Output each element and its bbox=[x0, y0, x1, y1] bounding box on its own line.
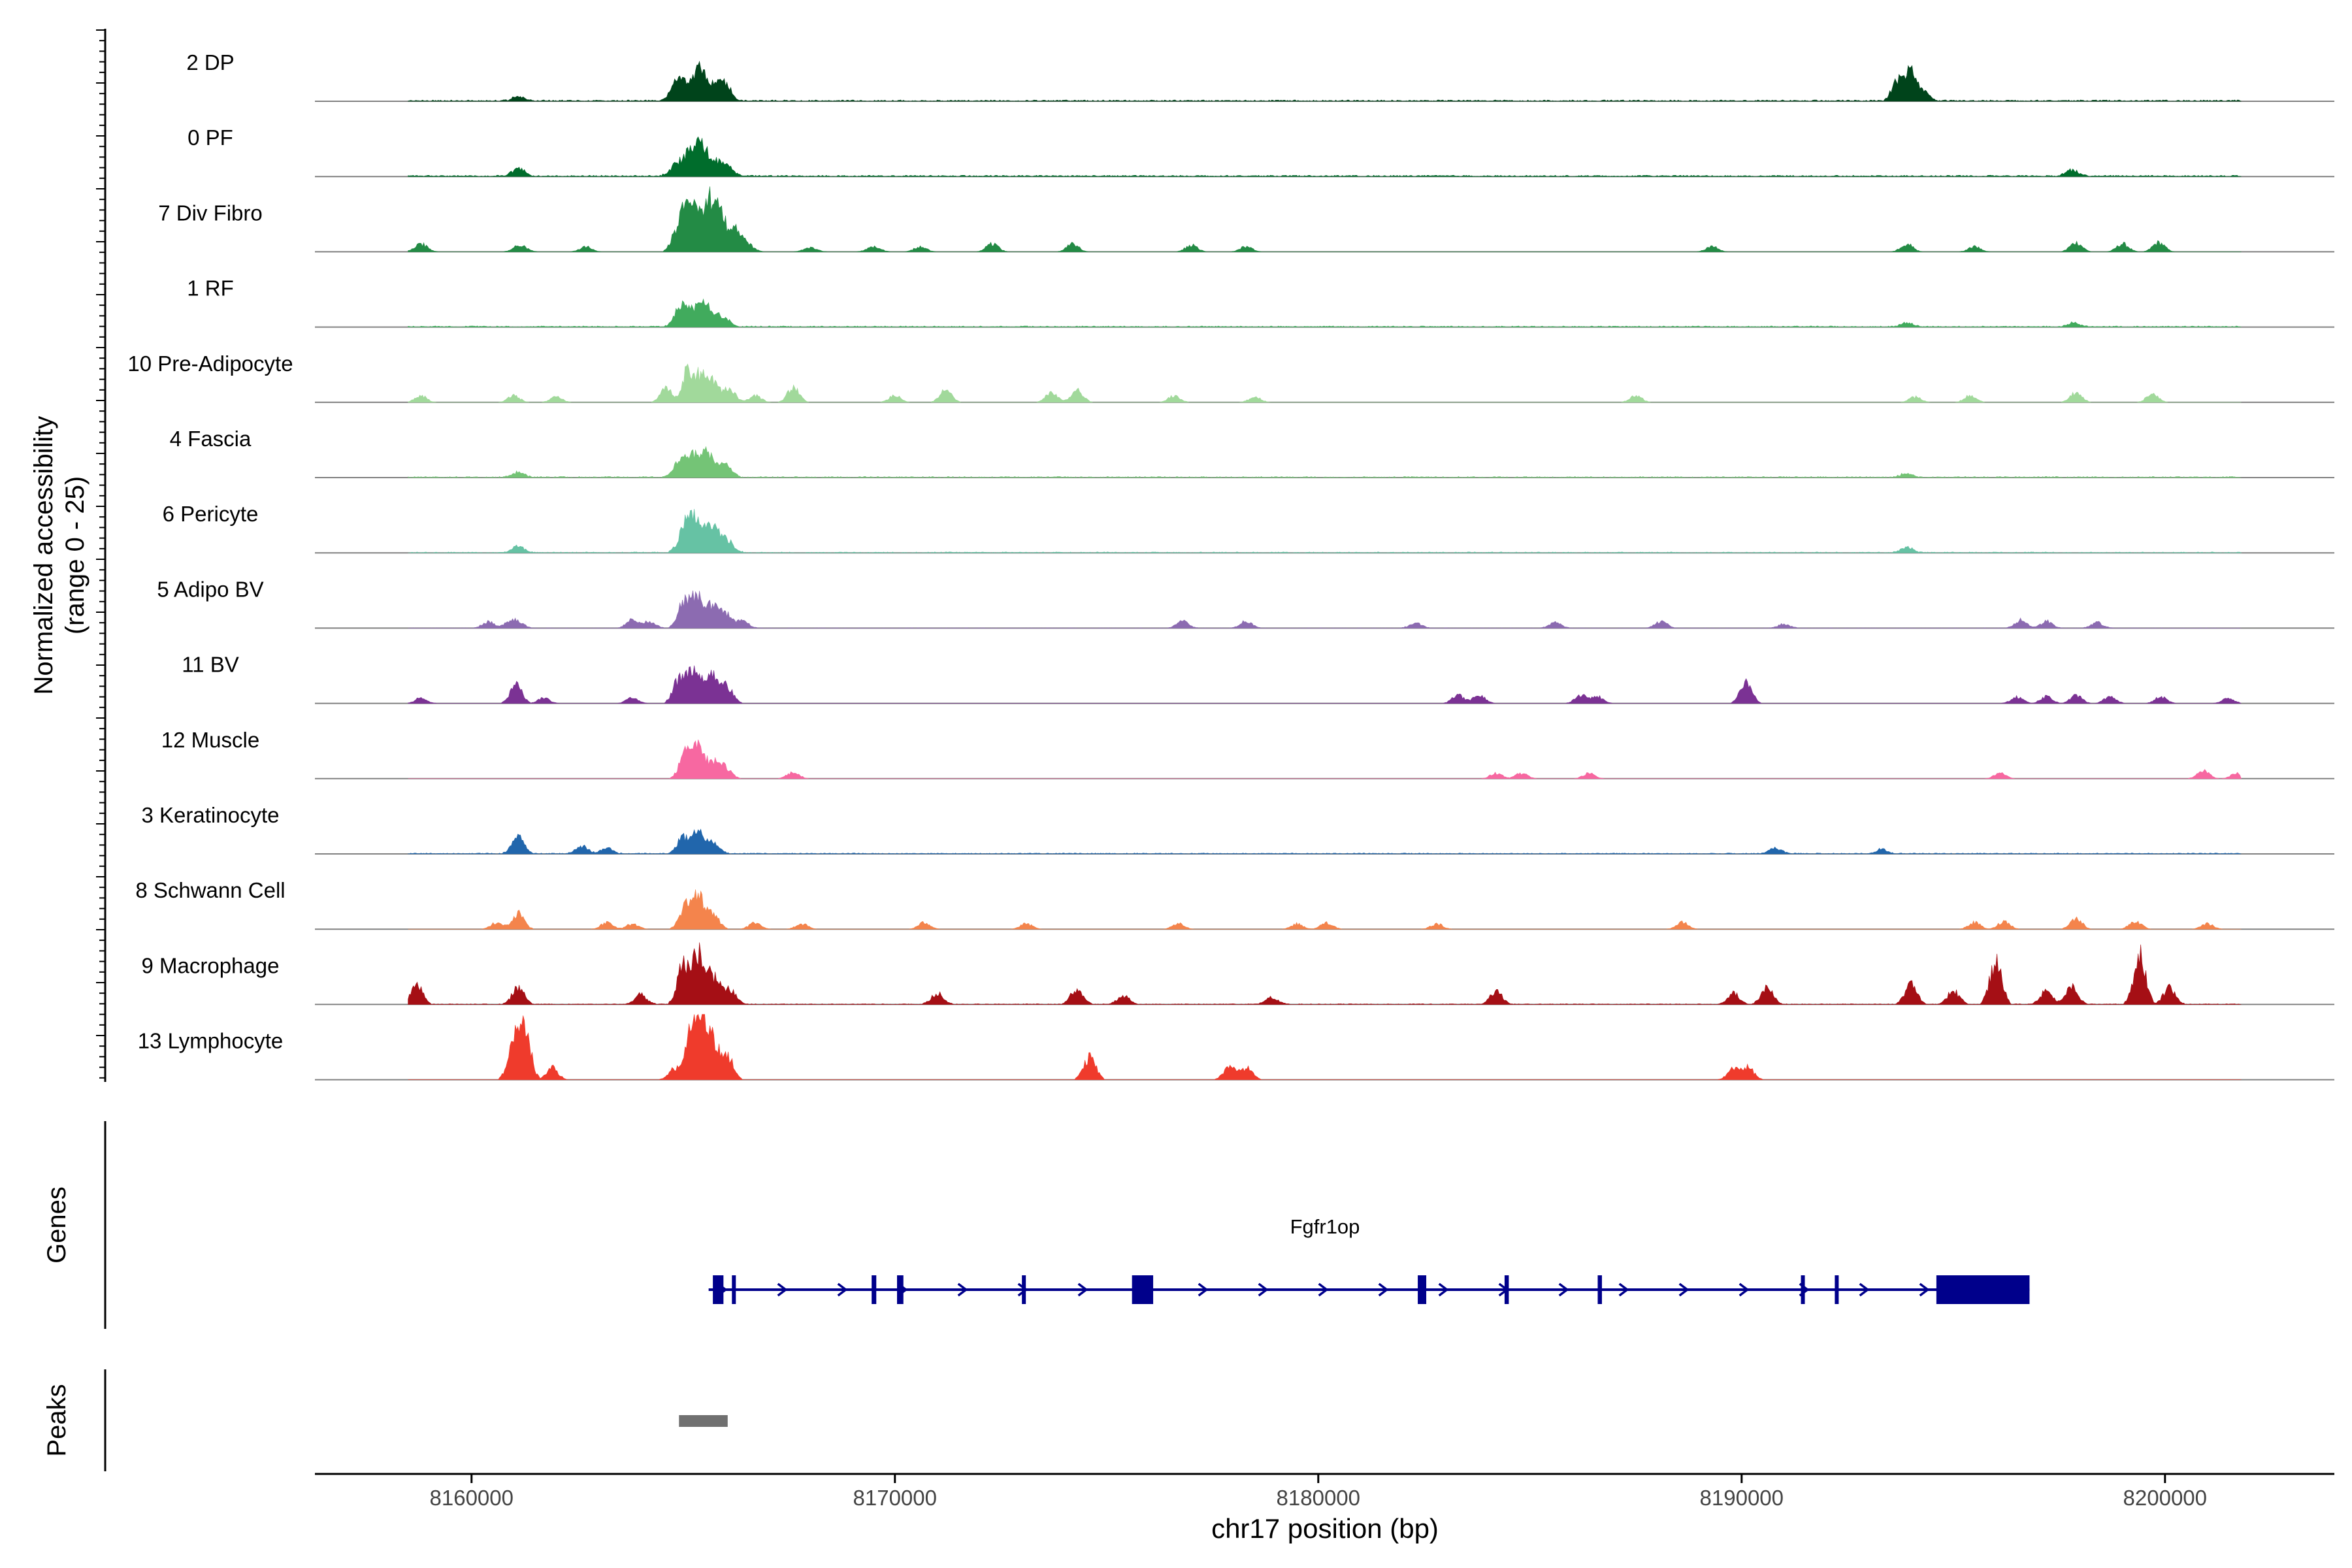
gene-model bbox=[708, 1275, 2030, 1304]
track: 3 Keratinocyte bbox=[142, 803, 2334, 855]
strand-arrow bbox=[1077, 1282, 1088, 1297]
strand-arrow bbox=[1017, 1282, 1028, 1297]
coverage-area bbox=[408, 298, 2242, 327]
track: 4 Fascia bbox=[170, 427, 2334, 478]
y-axis: Normalized accessibility (range 0 - 25) bbox=[29, 29, 106, 1082]
track-label: 1 RF bbox=[187, 276, 234, 301]
track: 1 RF bbox=[187, 276, 2334, 328]
track: 10 Pre-Adipocyte bbox=[127, 351, 2334, 403]
x-tick-label: 8170000 bbox=[853, 1486, 937, 1510]
track-label: 4 Fascia bbox=[170, 427, 252, 451]
gene-exon bbox=[1132, 1275, 1154, 1304]
peaks-panel: Peaks bbox=[42, 1369, 728, 1471]
strand-arrow bbox=[1558, 1282, 1569, 1297]
genes-panel: Genes Fgfr1op bbox=[42, 1121, 2030, 1329]
coverage-area bbox=[408, 739, 2242, 779]
gene-exon bbox=[713, 1275, 724, 1304]
coverage-area bbox=[408, 508, 2242, 553]
track-label: 10 Pre-Adipocyte bbox=[127, 351, 293, 376]
gene-exon bbox=[1022, 1275, 1026, 1304]
track-label: 13 Lymphocyte bbox=[138, 1029, 284, 1053]
gene-exon bbox=[1504, 1275, 1509, 1304]
genes-panel-label: Genes bbox=[42, 1186, 71, 1264]
strand-arrow bbox=[1859, 1282, 1870, 1297]
strand-arrow bbox=[1678, 1282, 1690, 1297]
track-label: 12 Muscle bbox=[161, 728, 259, 752]
x-tick-label: 8200000 bbox=[2123, 1486, 2207, 1510]
gene-exon bbox=[1835, 1275, 1839, 1304]
track: 6 Pericyte bbox=[163, 502, 2334, 554]
gene-exon bbox=[1801, 1275, 1805, 1304]
gene-exon bbox=[1936, 1275, 2030, 1304]
track-label: 5 Adipo BV bbox=[157, 577, 263, 601]
coverage-area bbox=[408, 1013, 2242, 1080]
strand-arrow bbox=[957, 1282, 968, 1297]
coverage-area bbox=[408, 942, 2242, 1005]
gene-exon bbox=[872, 1275, 877, 1304]
strand-arrow bbox=[1378, 1282, 1389, 1297]
track: 5 Adipo BV bbox=[157, 577, 2334, 629]
track: 12 Muscle bbox=[161, 728, 2334, 779]
coverage-area bbox=[408, 186, 2242, 252]
coverage-area bbox=[408, 590, 2242, 629]
track-label: 8 Schwann Cell bbox=[135, 878, 285, 902]
coverage-area bbox=[408, 665, 2242, 704]
track-label: 0 PF bbox=[188, 125, 233, 150]
gene-exon bbox=[1597, 1275, 1602, 1304]
x-tick-label: 8180000 bbox=[1277, 1486, 1360, 1510]
y-axis-ticks bbox=[96, 29, 105, 1079]
coverage-area bbox=[408, 446, 2242, 478]
track-label: 2 DP bbox=[186, 50, 234, 74]
y-axis-label-line1: Normalized accessibility bbox=[29, 416, 58, 695]
coverage-area bbox=[408, 60, 2242, 102]
track: 7 Div Fibro bbox=[158, 186, 2334, 253]
coverage-area bbox=[408, 889, 2242, 930]
track-label: 6 Pericyte bbox=[163, 502, 259, 526]
strand-arrow bbox=[1919, 1282, 1930, 1297]
strand-arrow bbox=[1198, 1282, 1209, 1297]
strand-arrow bbox=[1318, 1282, 1329, 1297]
strand-arrow bbox=[837, 1282, 848, 1297]
peaks-panel-label: Peaks bbox=[42, 1384, 71, 1456]
gene-exon bbox=[1418, 1275, 1427, 1304]
track-label: 3 Keratinocyte bbox=[142, 803, 280, 827]
coverage-area bbox=[408, 828, 2242, 855]
track-label: 7 Div Fibro bbox=[158, 201, 263, 225]
coverage-tracks: 2 DP 0 PF 7 Div Fibro 1 RF 10 Pre-Adipocyte 4… bbox=[127, 50, 2334, 1081]
track: 2 DP bbox=[186, 50, 2334, 102]
gene-exon bbox=[732, 1275, 736, 1304]
track: 11 BV bbox=[182, 653, 2334, 704]
strand-arrow bbox=[1739, 1282, 1750, 1297]
x-axis-ticks: 8160000 8170000 8180000 8190000 8200000 bbox=[430, 1474, 2207, 1510]
gene-exon bbox=[897, 1275, 904, 1304]
peak-region bbox=[679, 1415, 728, 1427]
track-label: 11 BV bbox=[182, 653, 238, 677]
x-axis: 8160000 8170000 8180000 8190000 8200000 chr1… bbox=[315, 1473, 2334, 1544]
gene-name-label: Fgfr1op bbox=[1290, 1215, 1360, 1238]
track-label: 9 Macrophage bbox=[142, 953, 280, 977]
coverage-area bbox=[408, 363, 2242, 403]
track: 0 PF bbox=[188, 125, 2334, 178]
strand-arrow bbox=[777, 1282, 788, 1297]
track: 13 Lymphocyte bbox=[138, 1013, 2334, 1081]
track: 9 Macrophage bbox=[142, 942, 2334, 1005]
strand-arrow bbox=[1618, 1282, 1629, 1297]
track: 8 Schwann Cell bbox=[135, 878, 2334, 930]
coverage-area bbox=[408, 136, 2242, 177]
strand-arrow bbox=[1438, 1282, 1449, 1297]
x-tick-label: 8190000 bbox=[1700, 1486, 1784, 1510]
strand-arrow bbox=[1258, 1282, 1269, 1297]
y-axis-label-line2: (range 0 - 25) bbox=[61, 476, 90, 634]
x-axis-label: chr17 position (bp) bbox=[1211, 1513, 1439, 1544]
peak-regions bbox=[679, 1415, 728, 1427]
x-tick-label: 8160000 bbox=[430, 1486, 514, 1510]
